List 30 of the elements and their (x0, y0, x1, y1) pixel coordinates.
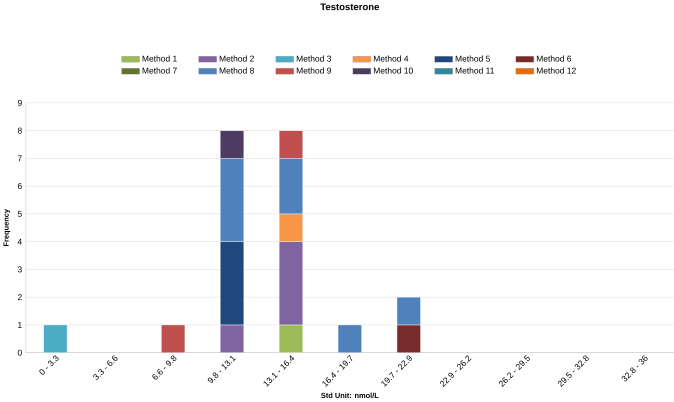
chart-title: Testosterone (320, 4, 380, 10)
y-tick-label: 5 (18, 211, 22, 218)
legend-label: Method 7 (142, 68, 177, 74)
legend-label: Method 12 (536, 68, 576, 74)
legend-label: Method 10 (374, 68, 413, 74)
y-tick-label: 3 (18, 266, 22, 273)
y-tick-label: 1 (18, 322, 22, 328)
x-tick-label: 32.8 - 36 (622, 356, 648, 382)
x-tick-label: 3.3 - 6.6 (93, 356, 118, 380)
legend-label: Method 9 (296, 68, 332, 74)
legend-label: Method 11 (456, 68, 494, 74)
y-tick-label: 2 (18, 294, 22, 300)
bar (43, 324, 68, 354)
legend-label: Method 3 (296, 56, 332, 62)
y-tick-label: 0 (18, 350, 22, 356)
y-tick-label: 8 (18, 128, 22, 134)
legend-label: Method 4 (374, 56, 408, 62)
y-tick-label: 6 (18, 183, 22, 190)
legend-label: Method 2 (220, 56, 254, 62)
y-tick-label: 4 (18, 238, 22, 245)
bar (161, 324, 186, 354)
legend-label: Method 8 (220, 68, 254, 74)
x-tick-label: 0 - 3.3 (39, 356, 59, 375)
y-tick-label: 7 (18, 156, 22, 162)
legend-label: Method 1 (142, 56, 177, 62)
x-tick-label: 6.6 - 9.8 (152, 356, 176, 380)
legend-label: Method 6 (536, 56, 572, 62)
y-tick-label: 9 (18, 100, 22, 106)
bar (338, 324, 362, 354)
legend-label: Method 5 (456, 56, 490, 62)
